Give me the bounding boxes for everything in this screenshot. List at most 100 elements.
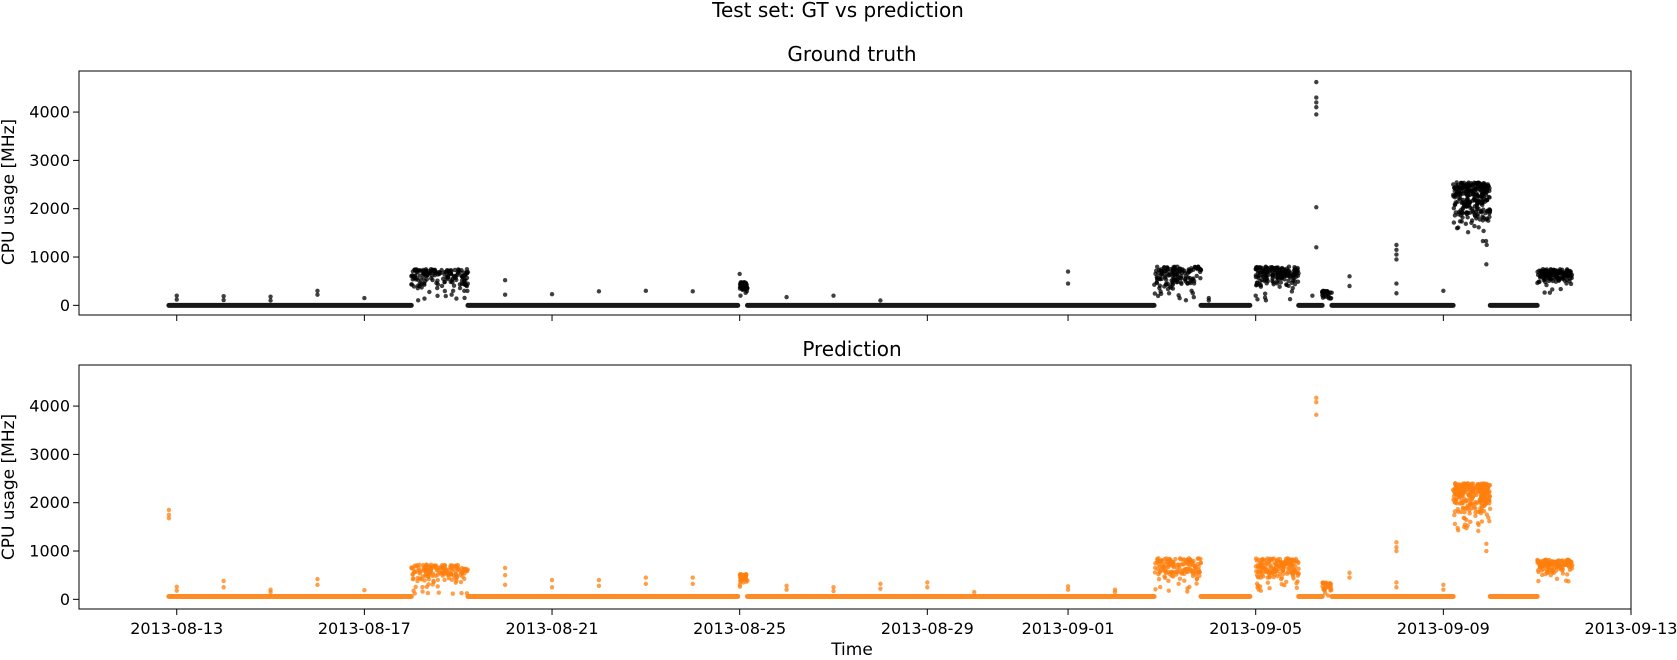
cluster-0-point <box>442 577 447 583</box>
cluster-5-point <box>1469 506 1475 511</box>
cluster-5-point <box>1468 519 1473 525</box>
cluster-2-point <box>1174 565 1180 571</box>
cluster-2-point <box>1183 298 1189 303</box>
data-point <box>549 585 555 590</box>
data-point <box>1065 584 1071 589</box>
cluster-6-point <box>1567 559 1573 564</box>
cluster-0-point <box>435 282 441 287</box>
data-point <box>1441 582 1446 588</box>
cluster-3-point <box>1283 272 1289 277</box>
cluster-5-point <box>1457 191 1463 197</box>
data-point <box>1112 589 1118 595</box>
cluster-3-point <box>1277 556 1283 562</box>
cluster-0-point <box>464 267 470 272</box>
cluster-0-point <box>464 591 470 596</box>
cluster-0-point <box>421 565 426 571</box>
cluster-0-point <box>431 563 437 569</box>
cluster-2-point <box>1182 578 1187 583</box>
prediction-title: Prediction <box>802 337 901 361</box>
data-point <box>315 292 320 297</box>
cluster-5-point <box>1459 493 1465 498</box>
data-point <box>596 289 602 294</box>
data-point <box>1394 544 1399 550</box>
data-point <box>166 507 172 513</box>
cluster-0-point <box>454 296 459 301</box>
cluster-3-point <box>1259 277 1265 283</box>
cluster-6-point <box>1564 281 1569 286</box>
cluster-2-point <box>1153 565 1158 571</box>
cluster-0-point <box>428 568 434 573</box>
cluster-5-point <box>1452 512 1457 518</box>
cluster-2-point <box>1158 291 1164 296</box>
data-point <box>502 582 508 588</box>
cluster-0-point <box>454 277 459 283</box>
cluster-0-point <box>410 572 415 577</box>
cluster-6-point <box>1567 268 1572 274</box>
cluster-2-point <box>1156 576 1162 582</box>
y-tick-label: 2000 <box>29 199 70 218</box>
cluster-2-point <box>1192 563 1197 569</box>
cluster-3-point <box>1275 574 1280 579</box>
cluster-0-point <box>425 272 430 278</box>
cluster-5-point <box>1481 194 1486 199</box>
cluster-2-point <box>1181 557 1187 562</box>
cluster-0-point <box>427 572 432 577</box>
cluster-0-point <box>435 285 440 291</box>
data-point <box>643 581 649 587</box>
cluster-3-point <box>1267 575 1272 580</box>
cluster-0-point <box>415 298 421 303</box>
data-point <box>268 589 273 595</box>
cluster-5-point <box>1452 488 1458 493</box>
cluster-6-point <box>1539 572 1545 578</box>
cluster-3-point <box>1264 561 1269 567</box>
data-point <box>831 293 836 298</box>
cluster-6-point <box>1546 273 1551 279</box>
y-tick-label: 3000 <box>29 445 70 464</box>
cluster-6-point <box>1536 578 1541 584</box>
cluster-0-point <box>448 279 453 285</box>
x-tick-label: 2013-08-29 <box>881 619 974 638</box>
cluster-1-point <box>741 580 746 585</box>
x-tick-label: 2013-08-21 <box>506 619 599 638</box>
cluster-5-point <box>1472 198 1477 203</box>
cluster-0-point <box>411 588 416 593</box>
cluster-3-point <box>1273 562 1279 567</box>
cluster-2-point <box>1194 581 1199 586</box>
cluster-2-point <box>1154 264 1160 270</box>
cluster-3-point <box>1275 275 1281 281</box>
data-point <box>1314 205 1319 210</box>
cluster-0-point <box>435 272 441 277</box>
data-point <box>596 583 602 589</box>
cluster-5-point <box>1451 220 1457 225</box>
cluster-2-point <box>1177 576 1183 582</box>
cluster-2-point <box>1191 276 1196 281</box>
cluster-6-point <box>1557 267 1563 272</box>
data-point <box>1347 570 1352 575</box>
data-point <box>1484 541 1489 546</box>
cluster-0-point <box>454 563 459 568</box>
cluster-0-point <box>421 275 426 280</box>
cluster-3-point <box>1278 280 1284 285</box>
cluster-0-point <box>411 576 416 581</box>
cluster-5-point <box>1483 238 1489 244</box>
cluster-0-point <box>425 590 431 596</box>
cluster-5-point <box>1487 214 1492 220</box>
cluster-3-point <box>1258 284 1264 289</box>
cluster-3-point <box>1286 278 1291 283</box>
data-point <box>1314 112 1319 117</box>
cluster-3-point <box>1290 285 1295 291</box>
cluster-2-point <box>1170 274 1176 279</box>
cluster-2-point <box>1185 586 1190 591</box>
cluster-5-point <box>1479 519 1485 524</box>
cluster-6-point <box>1554 576 1560 581</box>
cluster-0-point <box>410 566 416 571</box>
cluster-2-point <box>1183 274 1189 279</box>
cluster-5-point <box>1453 481 1458 486</box>
cluster-2-point <box>1188 567 1194 572</box>
data-point <box>174 588 179 593</box>
cluster-2-point <box>1160 561 1166 566</box>
cluster-5-point <box>1463 221 1469 227</box>
cluster-5-point <box>1479 483 1484 489</box>
cluster-3-point <box>1264 281 1269 286</box>
prediction-x-ticks: 2013-08-13 2013-08-17 2013-08-21 2013-08-25… <box>130 609 1677 638</box>
